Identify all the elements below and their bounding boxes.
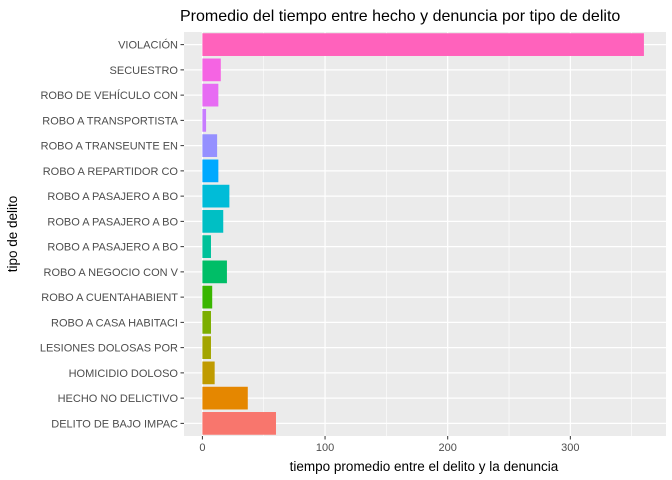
bar xyxy=(202,159,219,183)
x-axis-title: tiempo promedio entre el delito y la den… xyxy=(290,459,559,474)
x-tick-label: 300 xyxy=(561,442,579,454)
bar xyxy=(202,33,644,56)
x-tick-label: 0 xyxy=(199,442,205,454)
bar xyxy=(202,210,224,233)
y-tick-label: ROBO A PASAJERO A BO xyxy=(47,242,178,254)
y-tick-label: ROBO A TRANSEUNTE EN xyxy=(41,141,178,153)
y-tick-label: ROBO A PASAJERO A BO xyxy=(47,216,178,228)
bar xyxy=(202,285,213,309)
y-tick-label: ROBO A CUENTAHABIENT xyxy=(41,292,178,304)
bar xyxy=(202,260,227,284)
bar xyxy=(202,386,248,410)
bars xyxy=(202,33,644,435)
x-tick-label: 100 xyxy=(316,442,334,454)
bar xyxy=(202,109,207,132)
y-tick-label: ROBO A NEGOCIO CON V xyxy=(44,267,179,279)
y-tick-label: DELITO DE BAJO IMPAC xyxy=(51,418,178,430)
y-tick-label: LESIONES DOLOSAS POR xyxy=(40,343,178,355)
y-axis-title: tipo de delito xyxy=(5,196,20,273)
y-tick-label: ROBO A REPARTIDOR CO xyxy=(43,166,179,178)
plot-panel xyxy=(184,32,666,436)
bar xyxy=(202,58,221,82)
y-tick-label: HOMICIDIO DOLOSO xyxy=(69,368,179,380)
y-tick-label: VIOLACIÓN xyxy=(118,39,178,52)
y-tick-label: ROBO A CASA HABITACI xyxy=(51,317,178,329)
x-axis-ticks: 0 100 200 300 xyxy=(199,436,580,454)
x-tick-label: 200 xyxy=(439,442,457,454)
bar xyxy=(202,235,211,258)
y-tick-label: ROBO DE VEHÍCULO CON xyxy=(40,89,178,102)
bar xyxy=(202,412,276,435)
bar xyxy=(202,311,211,334)
y-tick-label: ROBO A PASAJERO A BO xyxy=(47,191,178,203)
bar xyxy=(202,184,230,208)
chart-title: Promedio del tiempo entre hecho y denunc… xyxy=(180,8,620,25)
bar xyxy=(202,134,218,157)
y-tick-label: SECUESTRO xyxy=(110,65,179,77)
bar xyxy=(202,361,215,385)
minor-gridlines xyxy=(263,32,632,436)
y-axis-ticks: VIOLACIÓN SECUESTRO ROBO DE VEHÍCULO CON RO… xyxy=(40,39,184,430)
bar xyxy=(202,336,211,359)
y-tick-label: ROBO A TRANSPORTISTA xyxy=(42,115,178,127)
y-tick-label: HECHO NO DELICTIVO xyxy=(58,393,179,405)
bar xyxy=(202,83,219,107)
